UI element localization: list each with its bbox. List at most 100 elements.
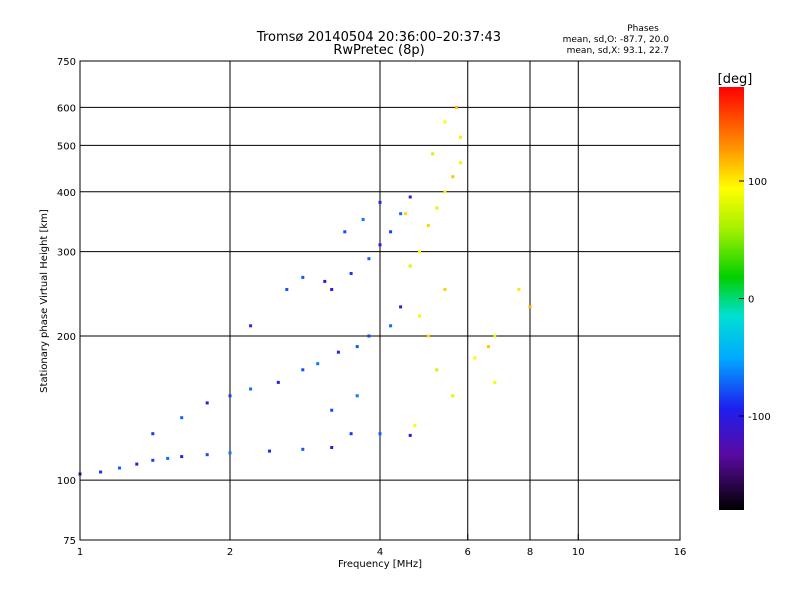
data-point-o — [301, 275, 305, 279]
data-point-o — [205, 453, 209, 457]
y-tick-label: 300 — [57, 248, 76, 259]
y-tick-label: 600 — [57, 103, 76, 114]
data-point-o — [399, 305, 403, 309]
data-point-o — [249, 387, 253, 391]
colorbar-tick-label: -100 — [748, 412, 771, 423]
data-point-o — [151, 458, 155, 462]
data-point-o — [180, 455, 184, 459]
x-tick-label: 2 — [227, 547, 233, 558]
data-point-x — [426, 224, 430, 228]
data-point-o — [408, 195, 412, 199]
y-axis-ticks: 75 100 200 300 400 500 600 750 — [57, 57, 76, 547]
data-point-x — [493, 334, 497, 338]
data-point-o — [99, 470, 103, 474]
data-point-x — [455, 105, 459, 109]
colorbar-tick-label: 0 — [748, 295, 754, 306]
data-point-o — [361, 218, 365, 221]
data-point-o — [349, 272, 353, 275]
data-point-o — [118, 466, 121, 470]
data-point-x — [435, 206, 439, 210]
y-tick-label: 200 — [57, 332, 76, 343]
data-point-o — [166, 456, 170, 460]
data-point-o — [399, 212, 403, 216]
data-point-o — [389, 230, 393, 234]
colorbar-ticks: 100 0 -100 — [739, 177, 771, 423]
data-point-o — [268, 449, 271, 453]
phase-box: Phases mean, sd,O: -87.7, 20.0 mean, sd,… — [563, 24, 670, 56]
data-point-o — [228, 451, 232, 455]
data-point-x — [473, 356, 477, 360]
data-point-o — [285, 288, 289, 291]
data-point-o — [330, 288, 334, 291]
data-point-x — [404, 212, 407, 216]
x-tick-label: 6 — [465, 547, 471, 558]
data-point-o — [228, 394, 232, 398]
colorbar-tick-label: 100 — [748, 177, 767, 188]
colorbar: [deg] 100 0 -100 — [718, 72, 771, 510]
data-point-o — [180, 416, 184, 420]
x-tick-label: 4 — [377, 547, 383, 558]
data-point-x — [426, 334, 430, 338]
x-tick-label: 8 — [527, 547, 533, 558]
data-point-o — [316, 362, 320, 366]
data-point-x — [528, 305, 532, 309]
data-point-o — [330, 408, 334, 412]
data-point-o — [378, 243, 382, 247]
x-axis-ticks: 1 2 4 6 8 10 16 — [77, 534, 687, 558]
data-point-x — [493, 380, 497, 384]
data-point-x — [418, 314, 421, 318]
data-point-o — [301, 447, 305, 451]
y-tick-label: 100 — [57, 476, 76, 487]
data-point-o — [355, 345, 359, 349]
chart-subtitle: RwPretec (8p) — [333, 43, 424, 58]
data-point-o — [367, 257, 371, 261]
phase-box-heading: Phases — [627, 24, 659, 34]
data-point-o — [330, 446, 334, 449]
data-point-x — [431, 152, 435, 156]
data-point-o — [276, 380, 280, 384]
data-point-o — [389, 324, 393, 328]
data-point-o — [408, 433, 412, 437]
data-point-o — [249, 324, 253, 328]
x-tick-label: 10 — [572, 547, 585, 558]
data-point-x — [435, 368, 439, 372]
data-point-x — [443, 288, 447, 291]
x-tick-label: 1 — [77, 547, 83, 558]
data-point-x — [413, 424, 417, 428]
y-tick-label: 400 — [57, 188, 76, 199]
data-point-o — [301, 368, 305, 372]
y-tick-label: 750 — [57, 57, 76, 68]
data-point-o — [336, 350, 340, 354]
colorbar-label: [deg] — [718, 72, 753, 87]
data-point-x — [517, 288, 521, 291]
data-points — [78, 105, 532, 476]
data-point-x — [451, 175, 455, 179]
data-point-x — [458, 161, 462, 165]
data-point-o — [378, 200, 382, 204]
data-point-x — [418, 250, 421, 254]
data-point-x — [408, 264, 412, 268]
data-point-o — [205, 401, 209, 405]
data-point-o — [367, 334, 371, 338]
data-point-o — [343, 230, 347, 234]
data-point-x — [443, 190, 447, 194]
phase-box-line-x: mean, sd,X: 93.1, 22.7 — [567, 46, 669, 56]
chart-title: Tromsø 20140504 20:36:00–20:37:43 — [256, 30, 501, 45]
data-point-x — [443, 120, 447, 124]
data-point-x — [486, 345, 490, 349]
data-point-x — [458, 135, 462, 139]
data-point-o — [151, 432, 155, 436]
x-tick-label: 16 — [674, 547, 687, 558]
phase-box-line-o: mean, sd,O: -87.7, 20.0 — [563, 35, 670, 45]
y-axis-label: Stationary phase Virtual Height [km] — [39, 209, 50, 393]
grid-lines — [80, 61, 680, 540]
data-point-o — [135, 462, 139, 466]
y-tick-label: 500 — [57, 141, 76, 152]
data-point-o — [323, 279, 327, 283]
y-tick-label: 75 — [63, 536, 76, 547]
data-point-o — [355, 394, 359, 398]
data-point-o — [349, 432, 353, 436]
data-point-x — [451, 394, 455, 398]
x-axis-label: Frequency [MHz] — [338, 559, 422, 570]
